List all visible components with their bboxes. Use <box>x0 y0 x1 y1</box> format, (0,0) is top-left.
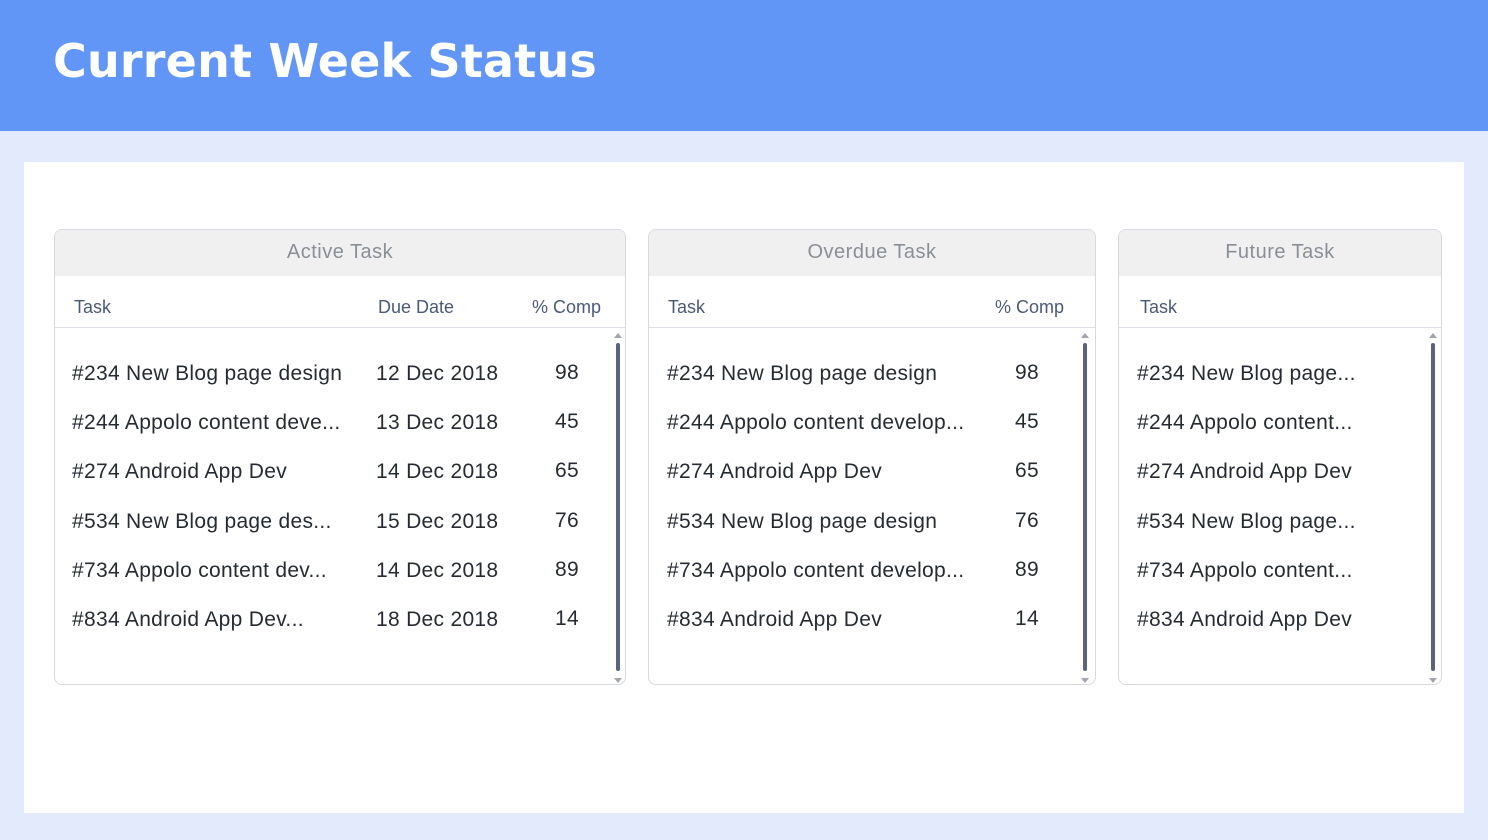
table-cell-comp: 89 <box>555 557 579 581</box>
table-cell-task[interactable]: #834 Android App Dev... <box>72 608 304 631</box>
panel-title: Future Task <box>1119 230 1441 276</box>
table-cell-comp: 14 <box>1015 607 1039 630</box>
table-cell-task[interactable]: #274 Android App Dev <box>72 460 287 484</box>
table-cell-task[interactable]: #234 New Blog page... <box>1137 362 1356 385</box>
scroll-thumb[interactable] <box>1083 343 1087 671</box>
table-cell-comp: 45 <box>1015 410 1039 434</box>
table-cell-comp: 98 <box>1015 361 1039 384</box>
header-divider <box>1119 327 1441 328</box>
table-cell-due: 12 Dec 2018 <box>376 362 499 385</box>
scroll-up-arrow-icon[interactable] <box>1081 333 1089 338</box>
table-cell-comp: 76 <box>555 508 579 532</box>
scrollbar[interactable] <box>1428 333 1438 683</box>
table-cell-due: 14 Dec 2018 <box>376 558 499 582</box>
scroll-up-arrow-icon[interactable] <box>1429 333 1437 338</box>
column-header-comp[interactable]: % Comp <box>532 297 602 317</box>
header-bar: Current Week Status <box>0 0 1488 131</box>
active-task-panel: Active Task Task Due Date % Comp #234 Ne… <box>54 229 626 685</box>
future-task-panel: Future Task Task #234 New Blog page... #2… <box>1118 229 1442 685</box>
scroll-down-arrow-icon[interactable] <box>614 678 622 683</box>
table-cell-comp: 65 <box>555 459 579 483</box>
table-cell-comp: 98 <box>555 361 579 384</box>
table-cell-comp: 89 <box>1015 557 1039 581</box>
table-cell-comp: 14 <box>555 607 579 630</box>
table-cell-task[interactable]: #734 Appolo content... <box>1137 558 1353 582</box>
table-cell-task[interactable]: #734 Appolo content dev... <box>72 558 327 582</box>
table-cell-due: 14 Dec 2018 <box>376 460 499 484</box>
table-cell-task[interactable]: #244 Appolo content... <box>1137 411 1353 435</box>
table-cell-task[interactable]: #734 Appolo content develop... <box>667 558 965 582</box>
column-header-comp[interactable]: % Comp <box>995 297 1065 317</box>
scroll-down-arrow-icon[interactable] <box>1081 678 1089 683</box>
table-cell-task[interactable]: #244 Appolo content deve... <box>72 411 341 435</box>
scrollbar[interactable] <box>1080 333 1090 683</box>
scroll-down-arrow-icon[interactable] <box>1429 678 1437 683</box>
column-header-task[interactable]: Task <box>74 297 112 317</box>
table-cell-comp: 65 <box>1015 459 1039 483</box>
page-title: Current Week Status <box>53 34 598 88</box>
table-cell-task[interactable]: #274 Android App Dev <box>1137 460 1352 484</box>
header-divider <box>55 327 625 328</box>
table-cell-task[interactable]: #534 New Blog page design <box>667 509 938 533</box>
column-header-task[interactable]: Task <box>668 297 706 317</box>
panel-title: Overdue Task <box>649 230 1095 276</box>
table-cell-task[interactable]: #834 Android App Dev <box>667 608 882 631</box>
scroll-up-arrow-icon[interactable] <box>614 333 622 338</box>
table-cell-comp: 76 <box>1015 508 1039 532</box>
column-header-due-date[interactable]: Due Date <box>378 297 455 317</box>
column-header-task[interactable]: Task <box>1140 297 1178 317</box>
scroll-thumb[interactable] <box>1431 343 1435 671</box>
table-cell-task[interactable]: #234 New Blog page design <box>72 362 343 385</box>
table-cell-comp: 45 <box>555 410 579 434</box>
table-cell-due: 18 Dec 2018 <box>376 608 499 631</box>
table-cell-task[interactable]: #274 Android App Dev <box>667 460 882 484</box>
header-divider <box>649 327 1095 328</box>
table-cell-due: 15 Dec 2018 <box>376 509 499 533</box>
table-cell-task[interactable]: #534 New Blog page... <box>1137 509 1356 533</box>
table-cell-due: 13 Dec 2018 <box>376 411 499 435</box>
scroll-thumb[interactable] <box>616 343 620 671</box>
panel-title: Active Task <box>55 230 625 276</box>
table-cell-task[interactable]: #534 New Blog page des... <box>72 509 332 533</box>
overdue-task-panel: Overdue Task Task % Comp #234 New Blog p… <box>648 229 1096 685</box>
table-cell-task[interactable]: #834 Android App Dev <box>1137 608 1352 631</box>
table-cell-task[interactable]: #244 Appolo content develop... <box>667 411 965 435</box>
scrollbar[interactable] <box>613 333 623 683</box>
table-cell-task[interactable]: #234 New Blog page design <box>667 362 938 385</box>
